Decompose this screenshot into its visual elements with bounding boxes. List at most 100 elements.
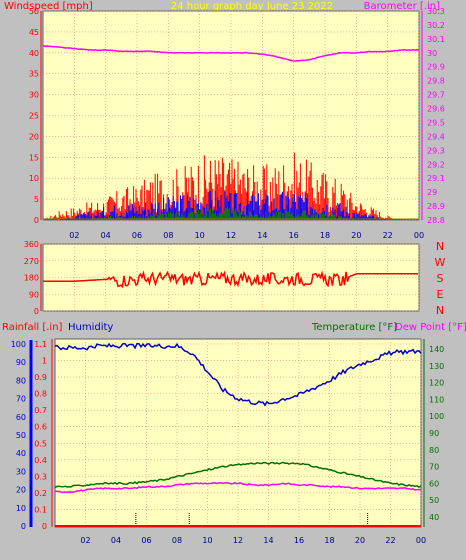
wind-y-tick-0: 0 xyxy=(34,216,39,225)
wind-x-tick-4: 10 xyxy=(195,231,205,240)
wind-x-tick-7: 16 xyxy=(289,231,299,240)
barometer-axis-label: Barometer [.in] xyxy=(364,1,440,12)
humidity-y-tick-1: 10 xyxy=(16,504,26,513)
rainfall-axis-label: Rainfall [.in] xyxy=(2,322,63,333)
bottom-x-tick-11: 00 xyxy=(416,536,426,545)
wind-x-tick-6: 14 xyxy=(257,231,267,240)
humidity-y-tick-10: 100 xyxy=(11,340,26,349)
barometer-y-tick-0: 28.8 xyxy=(427,216,445,225)
wind-x-tick-1: 04 xyxy=(101,231,111,240)
temperature-y-tick-4: 80 xyxy=(429,446,439,455)
rainfall-y-tick-8: 0.8 xyxy=(34,390,47,399)
humidity-y-tick-3: 30 xyxy=(16,467,26,476)
humidity-y-tick-8: 80 xyxy=(16,376,26,385)
temperature-y-tick-0: 40 xyxy=(429,513,439,522)
rainfall-y-tick-2: 0.2 xyxy=(34,489,47,498)
bottom-x-tick-3: 08 xyxy=(172,536,182,545)
temperature-y-tick-8: 120 xyxy=(429,379,444,388)
barometer-series xyxy=(42,44,420,62)
barometer-y-tick-6: 29.4 xyxy=(427,132,445,141)
rainfall-y-tick-10: 1 xyxy=(42,357,47,366)
rainfall-y-tick-3: 0.3 xyxy=(34,472,47,481)
temperature-y-tick-10: 140 xyxy=(429,345,444,354)
humidity-y-tick-6: 60 xyxy=(16,413,26,422)
bottom-x-tick-6: 14 xyxy=(263,536,273,545)
direction-y-tick-4: 360 xyxy=(24,240,39,249)
wind-y-tick-2: 10 xyxy=(29,174,39,183)
barometer-y-tick-4: 29.2 xyxy=(427,160,445,169)
wind-y-tick-3: 15 xyxy=(29,153,39,162)
humidity-y-tick-5: 50 xyxy=(16,431,26,440)
direction-y-tick-1: 90 xyxy=(29,290,39,299)
tick-labels: 0510152025303540455028.828.92929.129.229… xyxy=(11,7,445,545)
humidity-y-tick-4: 40 xyxy=(16,449,26,458)
direction-label-s: S xyxy=(437,272,444,285)
direction-label-e: E xyxy=(437,288,444,301)
temperature-y-tick-9: 130 xyxy=(429,362,444,371)
wind-y-tick-1: 5 xyxy=(34,195,39,204)
wind-x-tick-2: 06 xyxy=(132,231,142,240)
bottom-x-tick-9: 20 xyxy=(355,536,365,545)
wind-x-tick-10: 22 xyxy=(383,231,393,240)
rainfall-y-tick-0: 0 xyxy=(42,522,47,531)
direction-letters: N W S E N xyxy=(435,240,446,317)
humidity-axis-label: Humidity xyxy=(68,322,113,333)
rainfall-y-tick-5: 0.5 xyxy=(34,439,47,448)
wind-x-tick-0: 02 xyxy=(69,231,79,240)
wind-y-tick-5: 25 xyxy=(29,112,39,121)
barometer-y-tick-9: 29.7 xyxy=(427,91,445,100)
barometer-y-tick-11: 29.9 xyxy=(427,63,445,72)
wind-y-tick-8: 40 xyxy=(29,49,39,58)
bottom-x-tick-4: 10 xyxy=(202,536,212,545)
rainfall-y-tick-1: 0.1 xyxy=(34,505,47,514)
direction-label-n-bottom: N xyxy=(436,304,444,317)
wind-x-tick-8: 18 xyxy=(320,231,330,240)
wind-y-tick-9: 45 xyxy=(29,28,39,37)
humidity-y-tick-7: 70 xyxy=(16,395,26,404)
bottom-x-tick-0: 02 xyxy=(80,536,90,545)
bottom-x-tick-7: 16 xyxy=(294,536,304,545)
bottom-x-tick-8: 18 xyxy=(324,536,334,545)
humidity-series xyxy=(54,342,422,407)
dew-point-series xyxy=(54,481,422,494)
wind-x-tick-11: 00 xyxy=(414,231,424,240)
barometer-y-tick-3: 29.1 xyxy=(427,174,445,183)
barometer-y-tick-8: 29.6 xyxy=(427,105,445,114)
rainfall-y-tick-11: 1.1 xyxy=(34,340,47,349)
wind-x-tick-5: 12 xyxy=(226,231,236,240)
direction-y-tick-2: 180 xyxy=(24,274,39,283)
wind-series xyxy=(42,44,420,220)
rainfall-y-tick-4: 0.4 xyxy=(34,456,47,465)
humidity-y-tick-0: 0 xyxy=(21,522,26,531)
bottom-x-tick-2: 06 xyxy=(141,536,151,545)
barometer-y-tick-7: 29.5 xyxy=(427,118,445,127)
barometer-y-tick-14: 30.2 xyxy=(427,21,445,30)
temperature-y-tick-7: 110 xyxy=(429,395,444,404)
humidity-y-tick-2: 20 xyxy=(16,486,26,495)
temperature-series xyxy=(54,461,422,489)
bottom-x-tick-5: 12 xyxy=(233,536,243,545)
barometer-y-tick-13: 30.1 xyxy=(427,35,445,44)
direction-y-tick-0: 0 xyxy=(34,307,39,316)
barometer-y-tick-5: 29.3 xyxy=(427,146,445,155)
direction-series xyxy=(43,270,418,289)
temperature-y-tick-3: 70 xyxy=(429,463,439,472)
direction-label-w: W xyxy=(435,256,446,269)
wind-direction-series xyxy=(43,270,418,289)
bottom-x-tick-1: 04 xyxy=(111,536,121,545)
barometer-y-tick-12: 30 xyxy=(427,49,437,58)
bottom-x-tick-10: 22 xyxy=(385,536,395,545)
wind-y-tick-4: 20 xyxy=(29,132,39,141)
wind-y-tick-6: 30 xyxy=(29,91,39,100)
wind-y-tick-7: 35 xyxy=(29,70,39,79)
rainfall-y-tick-9: 0.9 xyxy=(34,373,47,382)
barometer-y-tick-15: 30.3 xyxy=(427,7,445,16)
humidity-temp-series xyxy=(54,342,422,527)
temperature-y-tick-2: 60 xyxy=(429,479,439,488)
rainfall-y-tick-7: 0.7 xyxy=(34,406,47,415)
temperature-y-tick-5: 90 xyxy=(429,429,439,438)
temperature-y-tick-6: 100 xyxy=(429,412,444,421)
barometer-y-tick-1: 28.9 xyxy=(427,202,445,211)
windspeed-axis-label: Windspeed [mph] xyxy=(4,1,93,12)
